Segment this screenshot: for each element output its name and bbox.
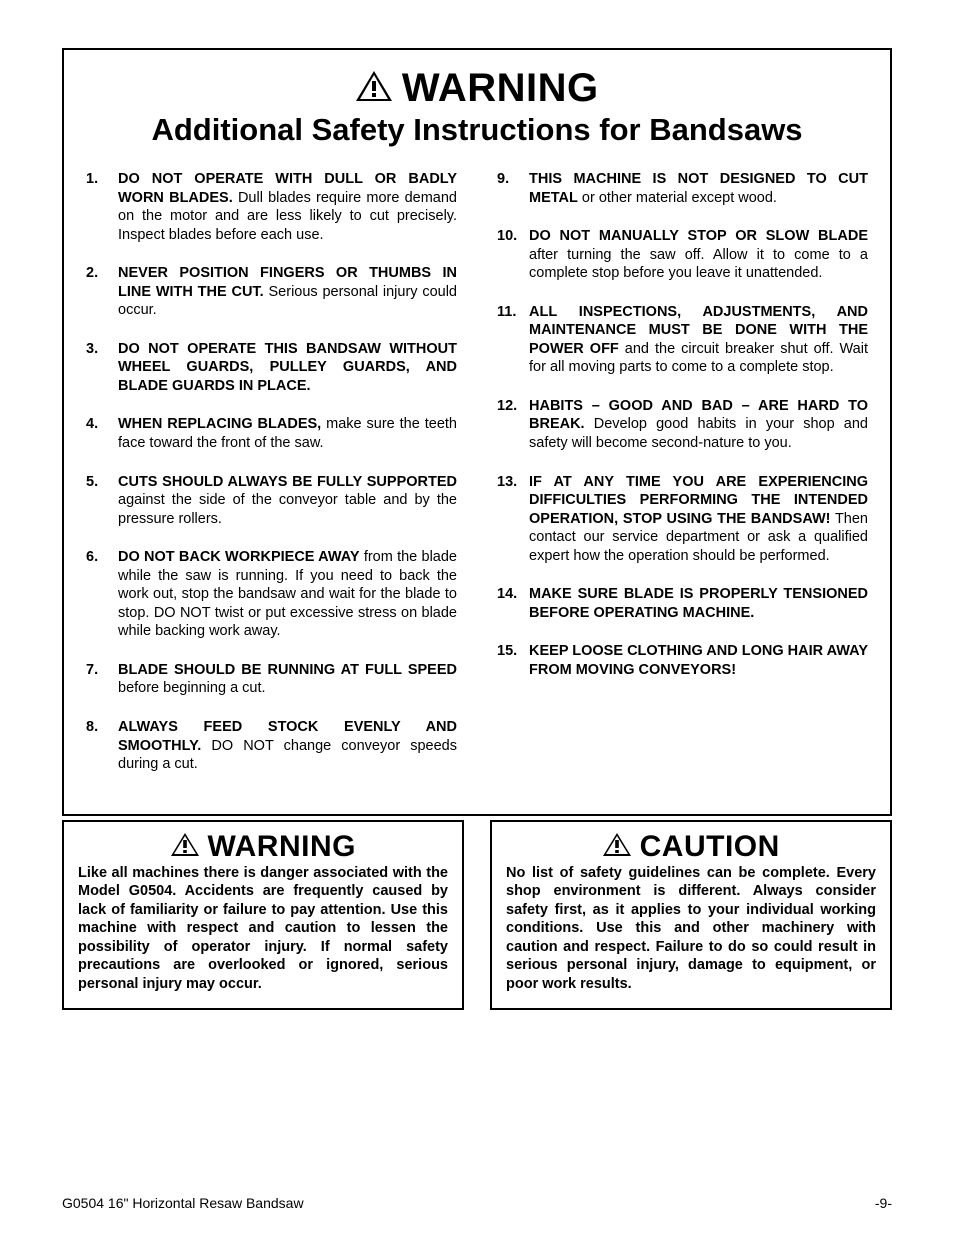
bottom-warning-label: WARNING (207, 832, 356, 862)
page-footer: G0504 16" Horizontal Resaw Bandsaw -9- (62, 1195, 892, 1211)
safety-item: KEEP LOOSE CLOTHING AND LONG HAIR AWAY F… (497, 642, 868, 679)
safety-item: ALL INSPECTIONS, ADJUSTMENTS, AND MAINTE… (497, 303, 868, 377)
page: WARNING Additional Safety Instructions f… (0, 0, 954, 1235)
left-column: DO NOT OPERATE WITH DULL OR BADLY WORN B… (86, 170, 457, 794)
safety-item: WHEN REPLACING BLADES, make sure the tee… (86, 415, 457, 452)
footer-right: -9- (875, 1195, 892, 1211)
alert-triangle-icon (602, 832, 632, 862)
bottom-caution-box: CAUTION No list of safety guidelines can… (490, 820, 892, 1010)
safety-columns: DO NOT OPERATE WITH DULL OR BADLY WORN B… (86, 170, 868, 794)
bottom-warning-box: WARNING Like all machines there is dange… (62, 820, 464, 1010)
safety-item: THIS MACHINE IS NOT DESIGNED TO CUT META… (497, 170, 868, 207)
safety-item-bold: IF AT ANY TIME YOU ARE EXPERIENCING DIFF… (529, 474, 868, 527)
warning-header: WARNING (86, 68, 868, 108)
safety-item-bold: DO NOT BACK WORKPIECE AWAY (118, 549, 360, 565)
bottom-caution-header: CAUTION (506, 832, 876, 862)
safety-item: HABITS – GOOD AND BAD – ARE HARD TO BREA… (497, 397, 868, 453)
safety-item: DO NOT OPERATE WITH DULL OR BADLY WORN B… (86, 170, 457, 244)
safety-item: DO NOT MANUALLY STOP OR SLOW BLADE after… (497, 227, 868, 283)
safety-list-left: DO NOT OPERATE WITH DULL OR BADLY WORN B… (86, 170, 457, 774)
main-warning-box: WARNING Additional Safety Instructions f… (62, 48, 892, 816)
bottom-warning-text: Like all machines there is danger associ… (78, 864, 448, 994)
alert-triangle-icon (170, 832, 200, 862)
safety-item-rest: before beginning a cut. (118, 680, 266, 696)
bottom-warning-header: WARNING (78, 832, 448, 862)
safety-item-bold: BLADE SHOULD BE RUNNING AT FULL SPEED (118, 662, 457, 678)
warning-label: WARNING (402, 68, 599, 108)
safety-item-bold: KEEP LOOSE CLOTHING AND LONG HAIR AWAY F… (529, 643, 868, 678)
safety-list-right: THIS MACHINE IS NOT DESIGNED TO CUT META… (497, 170, 868, 679)
alert-triangle-icon (355, 70, 393, 107)
safety-item-rest: against the side of the conveyor table a… (118, 492, 457, 527)
footer-left: G0504 16" Horizontal Resaw Bandsaw (62, 1195, 304, 1211)
safety-item-rest: or other material except wood. (578, 190, 777, 206)
right-column: THIS MACHINE IS NOT DESIGNED TO CUT META… (497, 170, 868, 794)
safety-item-bold: DO NOT MANUALLY STOP OR SLOW BLADE (529, 228, 868, 244)
safety-item: NEVER POSITION FINGERS OR THUMBS IN LINE… (86, 264, 457, 320)
safety-item: IF AT ANY TIME YOU ARE EXPERIENCING DIFF… (497, 473, 868, 566)
safety-item-rest: after turning the saw off. Allow it to c… (529, 247, 868, 282)
safety-item-bold: CUTS SHOULD ALWAYS BE FULLY SUPPORTED (118, 474, 457, 490)
safety-item: BLADE SHOULD BE RUNNING AT FULL SPEED be… (86, 661, 457, 698)
page-subtitle: Additional Safety Instructions for Bands… (86, 112, 868, 148)
safety-item: DO NOT OPERATE THIS BANDSAW WITHOUT WHEE… (86, 340, 457, 396)
safety-item-bold: WHEN REPLACING BLADES, (118, 416, 321, 432)
safety-item: MAKE SURE BLADE IS PROPERLY TENSIONED BE… (497, 585, 868, 622)
safety-item-bold: DO NOT OPERATE THIS BANDSAW WITHOUT WHEE… (118, 341, 457, 394)
bottom-caution-text: No list of safety guidelines can be comp… (506, 864, 876, 994)
bottom-caution-label: CAUTION (640, 832, 780, 862)
bottom-callouts: WARNING Like all machines there is dange… (62, 820, 892, 1010)
safety-item-bold: MAKE SURE BLADE IS PROPERLY TENSIONED BE… (529, 586, 868, 621)
safety-item: CUTS SHOULD ALWAYS BE FULLY SUPPORTED ag… (86, 473, 457, 529)
safety-item: DO NOT BACK WORKPIECE AWAY from the blad… (86, 548, 457, 641)
safety-item: ALWAYS FEED STOCK EVENLY AND SMOOTHLY. D… (86, 718, 457, 774)
